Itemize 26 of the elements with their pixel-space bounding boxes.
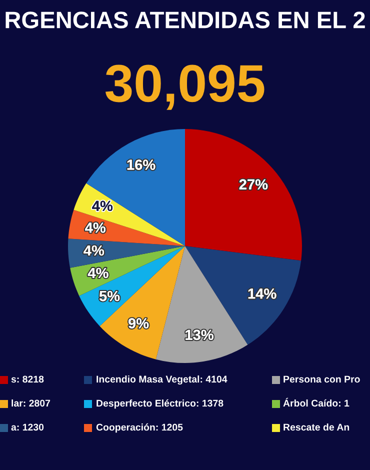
chart-title: RGENCIAS ATENDIDAS EN EL 2 (6, 12, 365, 28)
legend-label: Árbol Caído: 1 (283, 398, 350, 407)
data-label: 13% (186, 330, 214, 340)
data-label: 4% (85, 222, 106, 233)
data-label: 14% (248, 288, 276, 299)
legend-label: Persona con Pro (284, 376, 360, 383)
legend-label: Cooperación: 1205 (96, 423, 183, 433)
data-label: 27% (239, 179, 268, 190)
legend-label: Desperfecto Eléctrico: 1378 (96, 399, 224, 409)
data-label: 4% (92, 200, 113, 212)
legend-label: s: 8218 (11, 376, 44, 383)
data-label: 4% (88, 268, 108, 278)
pie-slice (185, 129, 302, 261)
pie-slice (185, 246, 302, 345)
pie-slice (156, 246, 248, 363)
pie-slice (86, 129, 185, 246)
legend-label: lar: 2807 (12, 399, 50, 407)
data-label: 5% (99, 290, 120, 302)
data-label: 9% (128, 318, 149, 328)
data-label: 16% (127, 160, 156, 170)
legend-label: Rescate de An (284, 423, 350, 431)
data-label: 4% (84, 245, 104, 256)
pie-slice (79, 246, 185, 326)
legend-label: a: 1230 (11, 424, 44, 431)
legend-label: Incendio Masa Vegetal: 4104 (96, 375, 228, 385)
chart-subtitle: 30,095 (106, 64, 264, 110)
